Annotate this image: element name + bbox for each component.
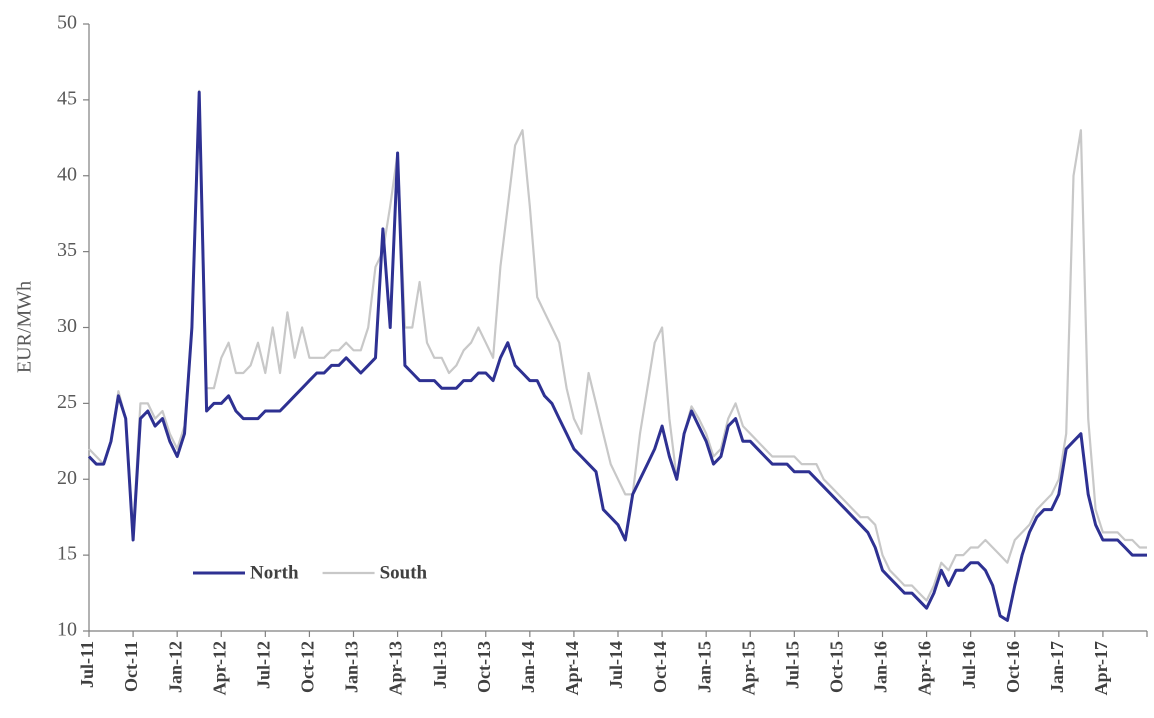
x-tick-label: Oct-13 — [474, 641, 494, 693]
line-series — [88, 89, 1147, 602]
x-tick-label: Oct-12 — [298, 641, 318, 693]
y-tick-label: 20 — [57, 467, 77, 489]
x-tick-label: Jul-14 — [606, 641, 626, 689]
x-tick-label: Jan-17 — [1047, 641, 1067, 693]
x-tick-label: Jul-12 — [253, 641, 273, 689]
y-tick-label: 10 — [57, 619, 77, 641]
x-tick-label: Oct-11 — [121, 641, 141, 692]
x-tick-label: Apr-14 — [562, 641, 582, 695]
y-tick-label: 40 — [57, 163, 77, 185]
y-tick-label: 25 — [57, 391, 77, 413]
x-tick-label: Apr-15 — [738, 641, 758, 695]
legend-label: South — [380, 562, 428, 583]
x-tick-label: Jan-13 — [342, 641, 362, 693]
x-tick-label: Oct-14 — [650, 641, 670, 693]
x-tick-label: Jul-16 — [959, 641, 979, 689]
x-tick-label: Jan-16 — [871, 641, 891, 693]
legend-label: North — [250, 562, 299, 583]
line-series — [87, 90, 1147, 622]
x-tick-label: Apr-12 — [209, 641, 229, 695]
x-tick-label: Jan-15 — [694, 641, 714, 693]
x-tick-label: Jan-12 — [165, 641, 185, 693]
y-tick-label: 50 — [57, 12, 77, 34]
y-axis-label: EUR/MWh — [14, 281, 36, 373]
y-tick-label: 15 — [57, 543, 77, 565]
y-tick-label: 35 — [57, 239, 77, 261]
x-tick-label: Jul-11 — [77, 641, 97, 688]
x-tick-label: Oct-16 — [1003, 641, 1023, 693]
x-tick-label: Jul-13 — [430, 641, 450, 689]
y-tick-label: 30 — [57, 315, 77, 337]
y-tick-label: 45 — [57, 87, 77, 109]
x-tick-label: Apr-16 — [915, 641, 935, 695]
x-tick-label: Apr-13 — [386, 641, 406, 695]
x-tick-label: Apr-17 — [1091, 641, 1111, 695]
x-tick-label: Oct-15 — [827, 641, 847, 693]
x-tick-label: Jan-14 — [518, 641, 538, 693]
x-tick-label: Jul-15 — [782, 641, 802, 689]
